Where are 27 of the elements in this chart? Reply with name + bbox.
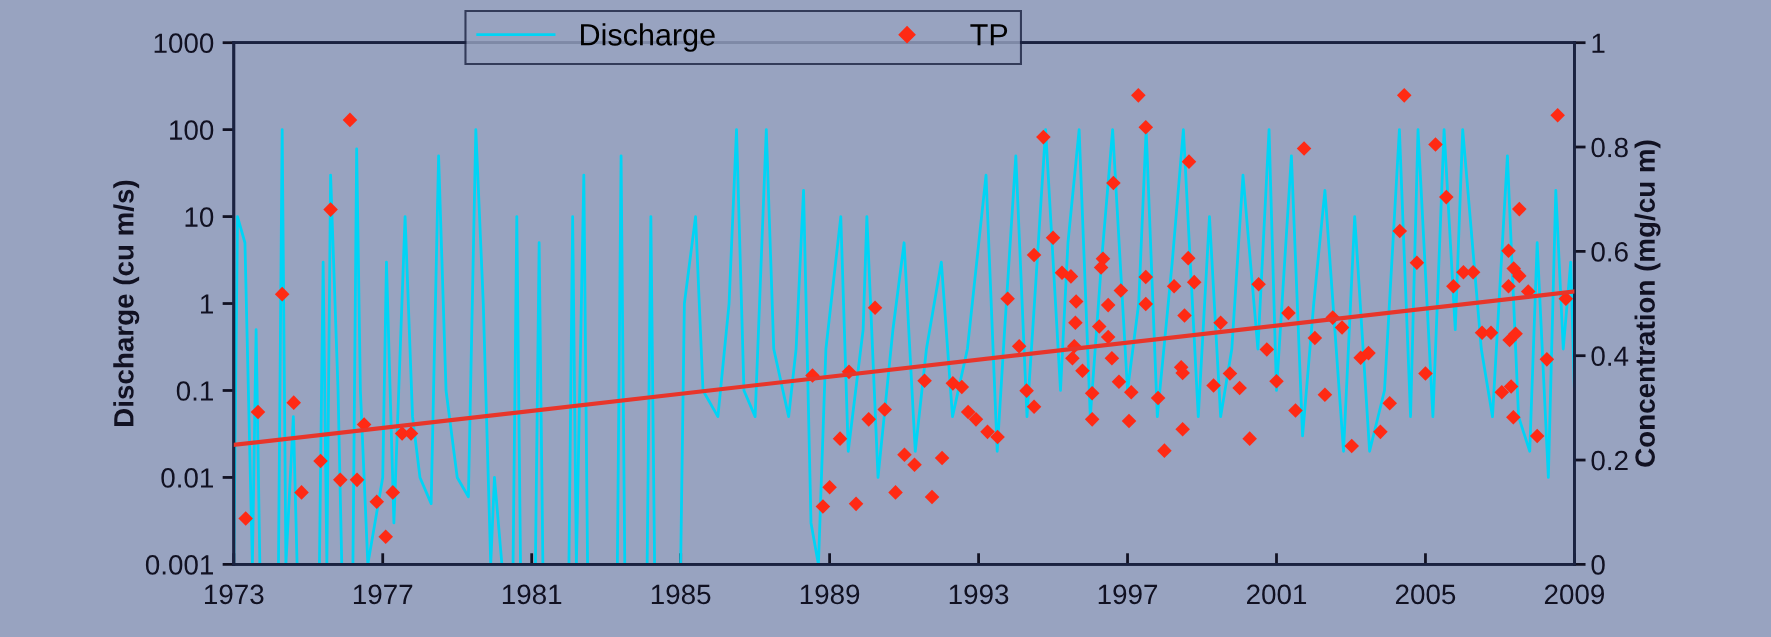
y2-tick-label: 0 (1591, 555, 1605, 575)
legend-label: Discharge (581, 23, 715, 52)
x-tick-label: 2001 (1247, 584, 1307, 605)
y-tick-label: 1000 (154, 33, 214, 54)
x-tick-label: 2005 (1395, 584, 1456, 605)
y2-tick-label: 1 (1592, 33, 1605, 53)
y-tick-label: 10 (185, 207, 214, 227)
legend-label: TP (970, 24, 1008, 46)
y-axis-title: Discharge (cu m/s) (113, 180, 140, 426)
y-tick-label: 1 (201, 294, 213, 314)
y2-tick-label: 0.4 (1591, 346, 1629, 367)
y-tick-label: 0.1 (176, 381, 213, 401)
y2-tick-label: 0.6 (1591, 242, 1628, 262)
x-tick-label: 1977 (353, 584, 413, 605)
x-tick-label: 2009 (1544, 584, 1604, 605)
y2-tick-label: 0.2 (1591, 450, 1628, 471)
y-tick-label: 100 (170, 120, 214, 140)
x-tick-label: 1993 (949, 584, 1009, 605)
y2-axis-title: Concentration (mg/cu m) (1634, 140, 1661, 467)
x-tick-label: 1973 (205, 584, 264, 605)
y-tick-label: 0.01 (161, 468, 213, 488)
x-tick-label: 1997 (1098, 584, 1158, 605)
y2-tick-label: 0.8 (1591, 137, 1628, 158)
x-tick-label: 1981 (502, 584, 562, 605)
x-tick-label: 1985 (651, 584, 711, 605)
y-tick-label: 0.001 (145, 555, 213, 575)
x-tick-label: 1989 (800, 584, 860, 605)
